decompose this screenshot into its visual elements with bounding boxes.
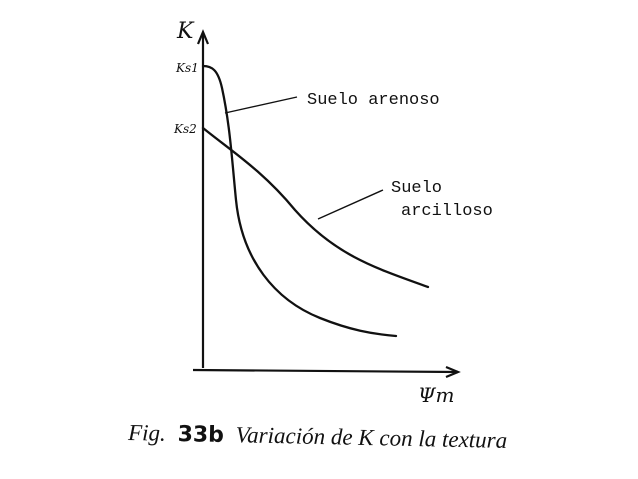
figure-caption: Fig. 33b Variación de K con la textura: [127, 420, 508, 454]
leader-line-suelo-arenoso: [224, 96, 298, 114]
y-axis-label: K: [176, 19, 195, 44]
leader-line-suelo-arcilloso: [317, 189, 384, 220]
series-line-suelo-arenoso: [201, 64, 398, 338]
caption-text: Variación de K con la textura: [235, 422, 507, 453]
x-axis-label: Ψm: [418, 383, 455, 407]
y-axis-arrowhead: [196, 29, 210, 45]
series-label-suelo-arenoso: Suelo arenoso: [307, 91, 440, 110]
y-tick-label-ks2: Ks2: [173, 122, 197, 136]
series-label-suelo-arcilloso-line2: arcilloso: [401, 202, 493, 221]
series-line-suelo-arcilloso: [201, 126, 430, 289]
x-axis-arrowhead: [445, 365, 461, 379]
x-axis: [192, 368, 459, 374]
caption-prefix: Fig.: [127, 420, 166, 446]
y-tick-label-ks1: Ks1: [175, 61, 199, 75]
series-label-suelo-arcilloso-line1: Suelo: [391, 179, 442, 198]
caption-number: 33b: [177, 422, 224, 448]
